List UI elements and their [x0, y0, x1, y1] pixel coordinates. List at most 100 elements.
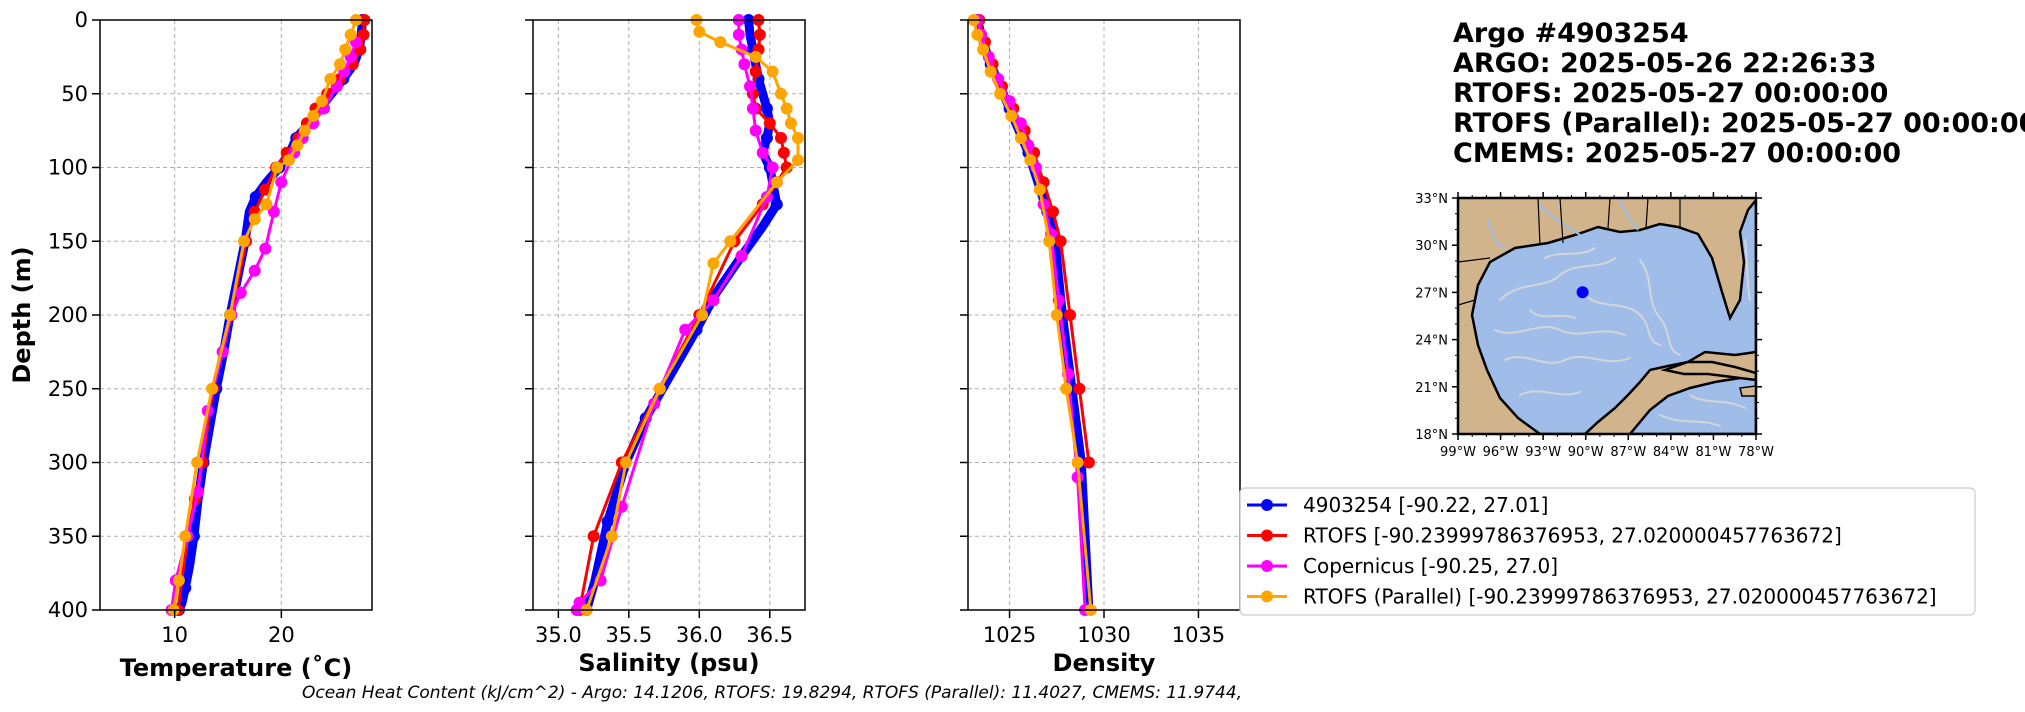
density-xlabel: Density	[1053, 649, 1156, 677]
salinity-series-3-point	[792, 154, 804, 167]
map-lat-tick-label: 30°N	[1415, 239, 1448, 254]
y-tick-label: 0	[75, 8, 88, 32]
cuba	[1660, 360, 1756, 382]
salinity-series-3-point	[696, 309, 709, 321]
map-lat-tick-label: 21°N	[1415, 381, 1448, 396]
salinity-series-1-point	[775, 132, 787, 144]
x-tick-label: 20	[268, 623, 295, 647]
salinity-series-2-point	[738, 58, 751, 71]
density-series-2-point	[1014, 117, 1027, 130]
header-cmems-time: CMEMS: 2025-05-27 00:00:00	[1453, 138, 1901, 169]
y-tick-label: 250	[48, 377, 88, 401]
salinity-series-3-point	[775, 87, 787, 100]
density-series-3-point	[984, 65, 997, 78]
salinity-series-1-point	[587, 530, 600, 543]
y-tick-label: 200	[48, 303, 88, 327]
temperature-series-3-point	[334, 58, 346, 71]
density-series-3-point	[1033, 183, 1046, 196]
ocean-heat-content-footer: Ocean Heat Content (kJ/cm^2) - Argo: 14.…	[302, 683, 1242, 703]
temperature-series-2-point	[234, 286, 247, 299]
salinity-series-3-point	[792, 132, 804, 144]
header-block: Argo #4903254 ARGO: 2025-05-26 22:26:33 …	[1453, 18, 2025, 169]
salinity-series-3-point	[784, 117, 797, 130]
header-argo-id: Argo #4903254	[1453, 18, 1689, 49]
temperature-series-3-point	[307, 109, 320, 122]
salinity-series-1-point	[749, 65, 762, 78]
current-streamlines	[1494, 239, 1751, 427]
temperature-series-2-point	[275, 176, 288, 189]
salinity-xlabel: Salinity (psu)	[578, 649, 759, 677]
density-series-3-point	[1050, 309, 1063, 321]
salinity-series-3-point	[714, 36, 727, 49]
density-series-3-point	[1014, 132, 1027, 144]
salinity-series-2-point	[749, 124, 762, 137]
temperature-series-1-point	[357, 28, 370, 41]
legend-swatch-marker	[1261, 590, 1273, 603]
salinity-ticks: 35.0 35.5 36.0 36.5	[525, 19, 793, 647]
x-tick-label: 10	[161, 623, 188, 647]
header-rtofs-parallel-time: RTOFS (Parallel): 2025-05-27 00:00:00	[1453, 108, 2025, 139]
salinity-series-3-point	[780, 102, 793, 115]
salinity-series-3-point	[724, 235, 737, 248]
temperature-series-3-point	[282, 154, 295, 167]
salinity-series-2-point	[732, 28, 745, 41]
x-tick-label: 35.0	[535, 623, 582, 647]
density-series-3-point	[1071, 456, 1084, 469]
salinity-series-2-point	[735, 250, 748, 262]
x-tick-label: 35.5	[605, 623, 652, 647]
salinity-series-2-point	[756, 146, 769, 159]
map-lat-tick-label: 24°N	[1415, 334, 1448, 349]
y-tick-label: 150	[48, 229, 88, 253]
salinity-series-2-point	[766, 161, 779, 174]
temperature-series-3-point	[315, 95, 328, 108]
density-profiles	[967, 14, 1097, 616]
density-series-3-point	[971, 28, 984, 41]
salinity-profiles	[570, 14, 804, 616]
map-lon-tick-label: 78°W	[1738, 445, 1774, 460]
gulf-of-mexico-water	[1470, 198, 1756, 434]
map-rivers	[1487, 199, 1639, 251]
density-series-3-point	[994, 87, 1007, 100]
x-tick-label: 1035	[1172, 623, 1225, 647]
temperature-series-2-point	[267, 205, 280, 218]
salinity-series-3-point	[766, 65, 779, 78]
temperature-series-2-point	[248, 264, 261, 277]
temperature-panel: 0 50 100 150 200 250 300 350 400 10 20 Temperature…	[8, 8, 373, 682]
map-lon-tick-label: 90°W	[1568, 445, 1604, 460]
temperature-series-3-point	[206, 382, 218, 395]
temperature-series-3-point	[298, 124, 311, 137]
temperature-series-3-point	[344, 28, 357, 41]
temperature-series-3-point	[248, 213, 261, 226]
hispaniola	[1739, 385, 1756, 397]
argo-float-location-marker	[1576, 286, 1589, 299]
density-ticks: 1025 1030 1035	[960, 19, 1225, 647]
x-tick-label: 36.5	[746, 623, 793, 647]
salinity-series-3-point	[653, 382, 666, 395]
salinity-series-3-point	[605, 530, 618, 543]
temperature-series-3-point	[324, 73, 337, 85]
temperature-series-3-point	[179, 530, 192, 543]
temperature-profiles	[165, 14, 371, 616]
x-tick-label: 36.0	[676, 623, 723, 647]
density-series-1-point	[1047, 205, 1059, 218]
map-lon-tick-label: 99°W	[1440, 445, 1476, 460]
temperature-series-3-point	[224, 309, 237, 321]
density-series-1-point	[1064, 309, 1076, 321]
salinity-series-2-point	[707, 294, 720, 307]
legend-swatch-marker	[1261, 560, 1273, 572]
temperature-series-3-point	[191, 456, 204, 469]
density-series-3-point	[1060, 382, 1073, 395]
salinity-series-0-point	[760, 102, 773, 115]
y-tick-label: 300	[48, 451, 88, 475]
map-lon-tick-label: 96°W	[1483, 445, 1519, 460]
legend: 4903254 [-90.22, 27.01] RTOFS [-90.239997…	[1239, 487, 1976, 616]
y-tick-label: 350	[48, 524, 88, 548]
x-tick-label: 1025	[983, 623, 1036, 647]
density-panel: 1025 1030 1035 Density	[960, 14, 1241, 677]
legend-box	[1239, 487, 1976, 616]
salinity-series-0-point	[760, 132, 773, 144]
legend-entries: 4903254 [-90.22, 27.01] RTOFS [-90.239997…	[1247, 493, 1937, 609]
legend-label: RTOFS (Parallel) [-90.23999786376953, 27…	[1303, 585, 1937, 609]
density-series-1-point	[1054, 235, 1067, 248]
density-series-3-point	[1024, 154, 1037, 167]
